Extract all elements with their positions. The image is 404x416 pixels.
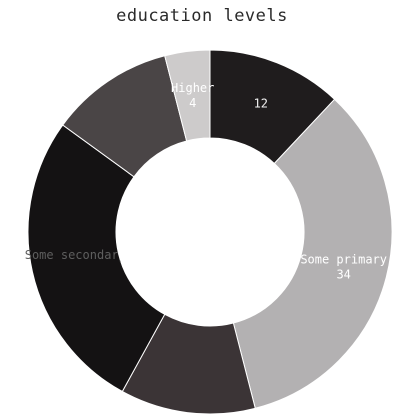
slice-value-0: 12 xyxy=(254,97,268,111)
slice-value-5: 4 xyxy=(189,96,196,110)
donut-hole xyxy=(116,138,304,326)
slice-label-1: Some primary xyxy=(300,252,387,266)
slice-value-1: 34 xyxy=(336,267,350,281)
donut-slice-3 xyxy=(27,124,166,393)
slice-label-5: Higher xyxy=(171,81,214,95)
chart-title: education levels xyxy=(116,6,288,26)
slice-label-3: Some secondary xyxy=(25,248,126,262)
